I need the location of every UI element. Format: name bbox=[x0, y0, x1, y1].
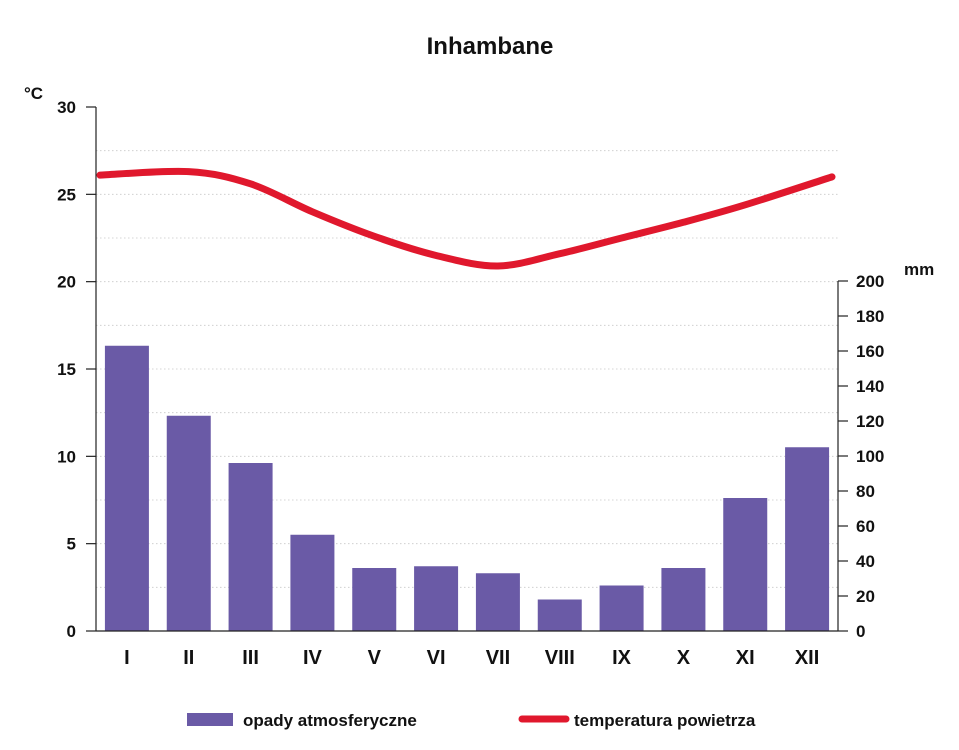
precipitation-bar-V bbox=[352, 568, 397, 631]
month-label-III: III bbox=[242, 647, 259, 669]
left-tick-label: 30 bbox=[57, 98, 76, 117]
month-label-XI: XI bbox=[736, 647, 755, 669]
precipitation-bar-VII bbox=[475, 573, 520, 631]
precipitation-bar-I bbox=[104, 345, 149, 631]
left-tick-label: 5 bbox=[67, 535, 76, 554]
left-tick-label: 15 bbox=[57, 360, 76, 379]
month-label-VII: VII bbox=[486, 647, 510, 669]
month-label-VIII: VIII bbox=[545, 647, 575, 669]
month-label-XII: XII bbox=[795, 647, 819, 669]
right-tick-label: 0 bbox=[856, 622, 865, 641]
chart-title: Inhambane bbox=[427, 33, 554, 60]
right-tick-label: 100 bbox=[856, 447, 884, 466]
right-tick-label: 40 bbox=[856, 552, 875, 571]
right-tick-label: 120 bbox=[856, 412, 884, 431]
left-tick-label: 20 bbox=[57, 273, 76, 292]
legend-bar-swatch bbox=[187, 713, 233, 726]
right-tick-label: 60 bbox=[856, 517, 875, 536]
precipitation-bar-VIII bbox=[537, 599, 582, 631]
right-tick-label: 180 bbox=[856, 307, 884, 326]
precipitation-bar-IX bbox=[599, 585, 644, 631]
left-tick-label: 10 bbox=[57, 447, 76, 466]
temperature-line bbox=[96, 167, 836, 270]
precipitation-bar-XII bbox=[785, 447, 830, 631]
legend-line-label: temperatura powietrza bbox=[574, 711, 756, 730]
precipitation-bar-X bbox=[661, 568, 706, 631]
left-axis-unit: °C bbox=[24, 84, 43, 103]
right-tick-label: 200 bbox=[856, 272, 884, 291]
precipitation-bar-II bbox=[166, 415, 211, 631]
month-label-VI: VI bbox=[427, 647, 446, 669]
legend-bar-label: opady atmosferyczne bbox=[243, 711, 417, 730]
left-tick-label: 0 bbox=[67, 622, 76, 641]
right-axis-ticks: 0 20 40 60 80 100 120 140 160 180 200 bbox=[838, 272, 884, 641]
temperature-line-group bbox=[96, 167, 836, 270]
right-tick-label: 80 bbox=[856, 482, 875, 501]
month-label-IV: IV bbox=[303, 647, 323, 669]
right-axis-unit: mm bbox=[904, 260, 934, 279]
month-label-I: I bbox=[124, 647, 130, 669]
month-label-X: X bbox=[677, 647, 691, 669]
month-label-II: II bbox=[183, 647, 194, 669]
legend: opady atmosferyczne temperatura powietrz… bbox=[187, 711, 756, 730]
left-axis-ticks: 0 5 10 15 20 25 30 bbox=[57, 98, 96, 641]
left-tick-label: 25 bbox=[57, 185, 76, 204]
x-axis-labels: I II III IV V VI VII VIII IX X XI XII bbox=[124, 647, 819, 669]
right-tick-label: 20 bbox=[856, 587, 875, 606]
precipitation-bar-VI bbox=[414, 566, 459, 631]
right-tick-label: 140 bbox=[856, 377, 884, 396]
precipitation-bars bbox=[104, 345, 830, 631]
right-tick-label: 160 bbox=[856, 342, 884, 361]
precipitation-bar-IV bbox=[290, 534, 335, 631]
precipitation-bar-XI bbox=[723, 498, 768, 631]
month-label-IX: IX bbox=[612, 647, 632, 669]
precipitation-bar-III bbox=[228, 463, 273, 631]
month-label-V: V bbox=[368, 647, 382, 669]
